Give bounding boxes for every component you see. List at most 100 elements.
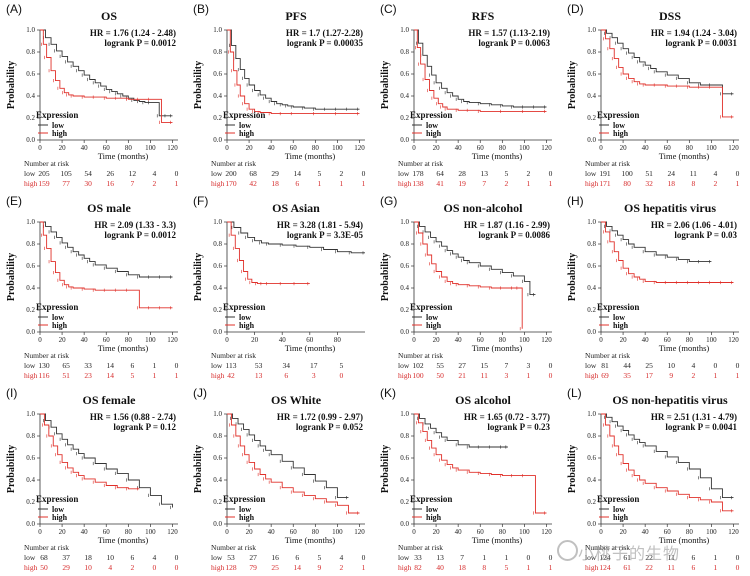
x-tick-label: 100 — [145, 528, 156, 536]
legend-label-high: high — [52, 129, 68, 138]
risk-row-label-high: high — [211, 179, 225, 188]
y-tick-label: 0.2 — [587, 114, 596, 122]
x-tick-label: 80 — [686, 528, 694, 536]
x-tick-label: 120 — [541, 336, 552, 344]
risk-value-high: 2 — [714, 179, 718, 188]
logrank-p-text: logrank P = 0.0041 — [665, 422, 737, 432]
risk-row-label-low: low — [398, 553, 410, 562]
legend-title: Expression — [36, 302, 78, 312]
km-chart: (L) OS non-hepatitis virus 0.0 0.2 0.4 0.6 0.8… — [567, 386, 740, 572]
y-tick-label: 0.4 — [587, 284, 596, 292]
risk-value-high: 69 — [601, 371, 609, 380]
x-tick-label: 0 — [225, 528, 229, 536]
risk-value-high: 50 — [436, 371, 444, 380]
risk-value-high: 1 — [153, 371, 157, 380]
survival-curve-high — [601, 413, 734, 512]
risk-value-low: 5 — [317, 169, 321, 178]
risk-value-high: 41 — [436, 179, 444, 188]
x-tick-label: 100 — [145, 144, 156, 152]
x-tick-label: 40 — [81, 336, 89, 344]
x-tick-label: 60 — [664, 336, 672, 344]
y-tick-label: 0.2 — [213, 498, 222, 506]
x-tick-label: 120 — [728, 528, 739, 536]
legend-title: Expression — [410, 110, 452, 120]
risk-row-label-high: high — [24, 563, 38, 572]
x-tick-label: 40 — [455, 336, 463, 344]
legend-label-high: high — [52, 321, 68, 330]
risk-value-low: 51 — [645, 169, 653, 178]
x-tick-label: 40 — [642, 528, 650, 536]
chart-title: OS non-alcohol — [443, 201, 523, 215]
risk-value-low: 6 — [295, 553, 299, 562]
x-tick-label: 100 — [519, 336, 530, 344]
y-tick-label: 1.0 — [587, 218, 596, 226]
risk-value-high: 0 — [153, 563, 157, 572]
risk-value-high: 18 — [271, 179, 279, 188]
x-tick-label: 20 — [59, 528, 67, 536]
x-axis-label: Time (months) — [659, 343, 710, 353]
risk-value-high: 5 — [130, 371, 134, 380]
risk-value-low: 5 — [504, 169, 508, 178]
risk-value-high: 1 — [714, 371, 718, 380]
risk-value-low: 7 — [504, 361, 508, 370]
x-tick-label: 20 — [620, 336, 628, 344]
km-chart: (H) OS hepatitis virus 0.0 0.2 0.4 0.6 0.8 1.0 0… — [567, 194, 740, 380]
x-tick-label: 80 — [125, 336, 133, 344]
risk-value-high: 51 — [62, 371, 70, 380]
x-tick-label: 100 — [519, 144, 530, 152]
risk-value-low: 37 — [62, 553, 70, 562]
risk-value-low: 10 — [106, 553, 114, 562]
risk-value-low: 7 — [460, 553, 464, 562]
risk-value-high: 50 — [40, 563, 48, 572]
x-tick-label: 40 — [642, 336, 650, 344]
risk-value-low: 1 — [504, 553, 508, 562]
y-tick-label: 0.6 — [213, 70, 222, 78]
chart-title: OS hepatitis virus — [624, 201, 716, 215]
risk-table-title: Number at risk — [211, 159, 256, 168]
x-axis-label: Time (months) — [472, 343, 523, 353]
risk-value-low: 0 — [736, 169, 740, 178]
risk-value-low: 14 — [293, 169, 301, 178]
risk-value-low: 113 — [226, 361, 237, 370]
y-tick-label: 0.6 — [400, 262, 409, 270]
y-tick-label: 0.8 — [26, 432, 35, 440]
risk-value-low: 1 — [482, 553, 486, 562]
x-tick-label: 20 — [433, 528, 441, 536]
survival-curve-low — [414, 221, 536, 296]
panel-label: (I) — [6, 386, 17, 400]
risk-value-high: 1 — [175, 179, 179, 188]
legend-label-low: low — [426, 121, 438, 130]
y-tick-label: 0.0 — [213, 520, 222, 528]
risk-value-high: 1 — [527, 563, 531, 572]
survival-curve-high — [414, 221, 523, 329]
risk-value-low: 68 — [249, 169, 257, 178]
risk-value-low: 0 — [736, 553, 740, 562]
y-tick-label: 0.2 — [26, 114, 35, 122]
y-tick-label: 1.0 — [213, 26, 222, 34]
x-tick-label: 40 — [455, 144, 463, 152]
risk-value-low: 5 — [340, 361, 344, 370]
risk-value-low: 15 — [480, 361, 488, 370]
km-panel-d: (D) DSS 0.0 0.2 0.4 0.6 0.8 1.0 0 20 40 60 80 100 120 P… — [561, 0, 748, 192]
legend-label-high: high — [613, 513, 629, 522]
y-tick-label: 0.2 — [213, 114, 222, 122]
logrank-p-text: logrank P = 0.052 — [296, 422, 364, 432]
legend-label-high: high — [426, 321, 442, 330]
y-tick-label: 0.0 — [26, 520, 35, 528]
risk-value-low: 33 — [414, 553, 422, 562]
risk-value-high: 18 — [667, 179, 675, 188]
y-tick-label: 0.4 — [400, 92, 409, 100]
risk-value-low: 34 — [282, 361, 290, 370]
y-tick-label: 0.6 — [213, 262, 222, 270]
risk-value-high: 138 — [412, 179, 424, 188]
y-tick-label: 0.4 — [587, 476, 596, 484]
x-tick-label: 80 — [312, 528, 320, 536]
risk-value-low: 3 — [527, 361, 531, 370]
x-tick-label: 100 — [332, 528, 343, 536]
risk-value-low: 102 — [412, 361, 424, 370]
risk-value-low: 191 — [599, 169, 611, 178]
risk-value-high: 1 — [362, 179, 366, 188]
y-axis-label: Probability — [567, 445, 578, 493]
panel-label: (A) — [6, 2, 22, 16]
